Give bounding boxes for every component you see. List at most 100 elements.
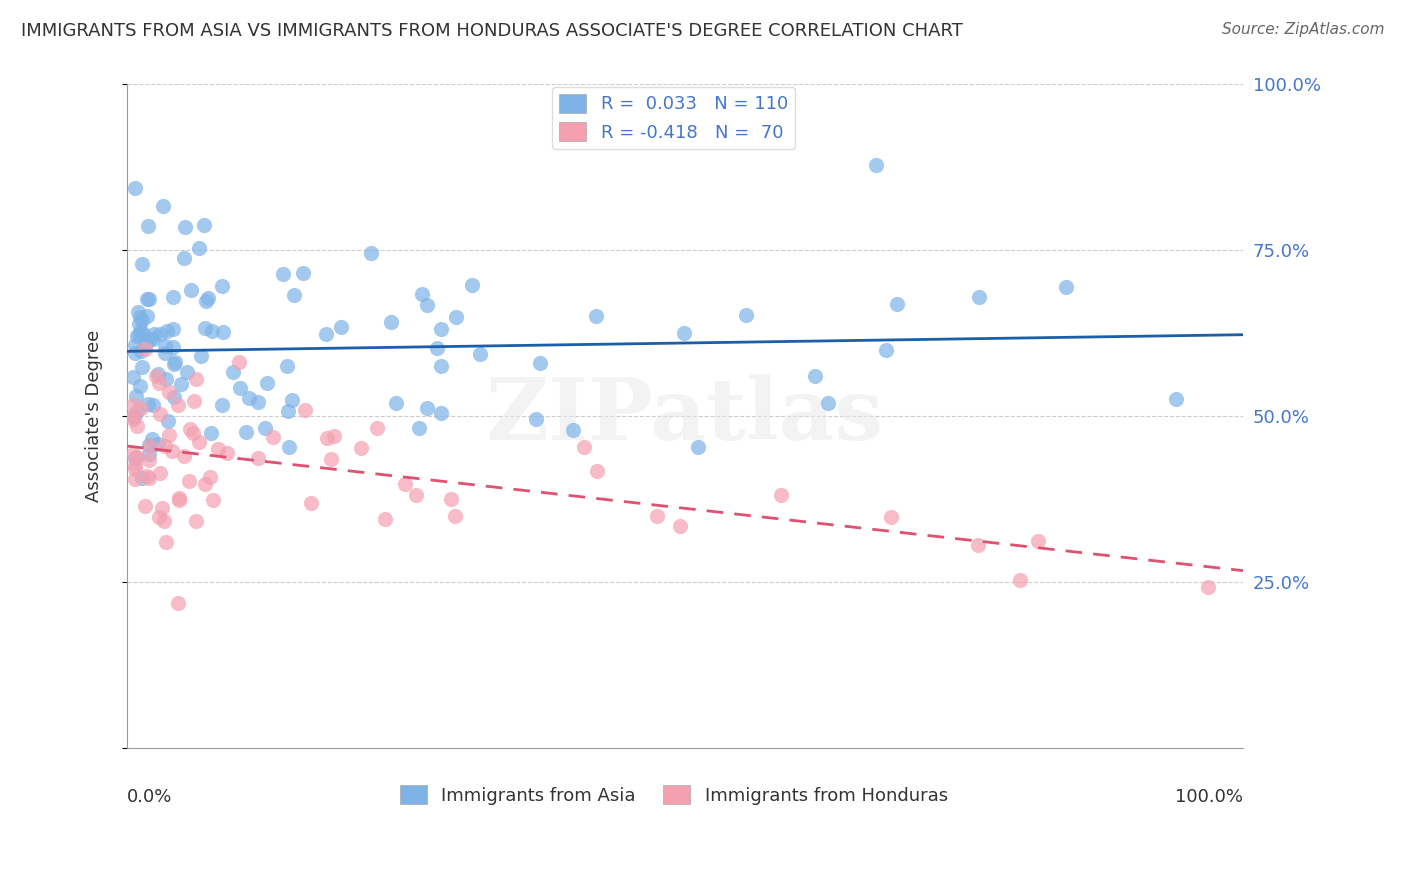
Point [524, 412, 547, 426]
Point [173, 251, 195, 265]
Point [162, 322, 184, 336]
Point [430, 407, 453, 421]
Point [394, 477, 416, 491]
Point [329, 320, 352, 334]
Point [149, 407, 172, 421]
Point [125, 450, 148, 464]
Point [271, 267, 294, 281]
Point [127, 305, 149, 319]
Point [562, 424, 585, 438]
Point [572, 440, 595, 454]
Point [150, 500, 173, 515]
Point [186, 515, 208, 529]
Point [734, 308, 756, 322]
Point [167, 491, 190, 506]
Point [426, 341, 449, 355]
Point [1197, 580, 1219, 594]
Point [129, 379, 152, 393]
Point [128, 327, 150, 342]
Point [159, 427, 181, 442]
Point [125, 389, 148, 403]
Point [1008, 573, 1031, 587]
Point [121, 409, 143, 423]
Point [197, 291, 219, 305]
Point [374, 512, 396, 526]
Text: 100.0%: 100.0% [1175, 788, 1243, 805]
Point [228, 381, 250, 395]
Point [194, 320, 217, 334]
Point [804, 368, 827, 383]
Point [201, 324, 224, 338]
Point [177, 475, 200, 489]
Point [124, 458, 146, 472]
Point [145, 368, 167, 383]
Point [124, 462, 146, 476]
Point [817, 395, 839, 409]
Point [149, 466, 172, 480]
Point [139, 332, 162, 346]
Point [440, 491, 463, 506]
Point [188, 241, 211, 255]
Point [235, 425, 257, 439]
Point [444, 508, 467, 523]
Point [142, 333, 165, 347]
Point [291, 266, 314, 280]
Point [865, 158, 887, 172]
Point [460, 277, 482, 292]
Point [669, 519, 692, 533]
Point [163, 357, 186, 371]
Point [152, 198, 174, 212]
Point [277, 404, 299, 418]
Point [408, 421, 430, 435]
Point [139, 438, 162, 452]
Point [262, 430, 284, 444]
Point [129, 401, 152, 416]
Point [134, 499, 156, 513]
Point [136, 469, 159, 483]
Point [156, 324, 179, 338]
Point [215, 446, 238, 460]
Point [966, 538, 988, 552]
Point [125, 329, 148, 343]
Point [301, 496, 323, 510]
Point [967, 290, 990, 304]
Point [136, 397, 159, 411]
Point [366, 421, 388, 435]
Point [162, 391, 184, 405]
Point [770, 488, 793, 502]
Point [246, 395, 269, 409]
Point [131, 471, 153, 485]
Point [155, 534, 177, 549]
Point [194, 476, 217, 491]
Point [163, 354, 186, 368]
Point [131, 312, 153, 326]
Point [129, 324, 152, 338]
Point [135, 292, 157, 306]
Point [156, 414, 179, 428]
Point [125, 404, 148, 418]
Point [138, 470, 160, 484]
Point [173, 449, 195, 463]
Point [127, 419, 149, 434]
Point [124, 337, 146, 351]
Point [131, 359, 153, 374]
Point [173, 219, 195, 234]
Point [256, 376, 278, 391]
Point [385, 396, 408, 410]
Point [167, 596, 190, 610]
Text: Source: ZipAtlas.com: Source: ZipAtlas.com [1222, 22, 1385, 37]
Point [193, 218, 215, 232]
Point [149, 326, 172, 341]
Point [184, 372, 207, 386]
Legend: Immigrants from Asia, Immigrants from Honduras: Immigrants from Asia, Immigrants from Ho… [392, 778, 955, 812]
Point [380, 315, 402, 329]
Point [875, 343, 897, 358]
Point [254, 420, 277, 434]
Text: IMMIGRANTS FROM ASIA VS IMMIGRANTS FROM HONDURAS ASSOCIATE'S DEGREE CORRELATION : IMMIGRANTS FROM ASIA VS IMMIGRANTS FROM … [21, 22, 963, 40]
Point [162, 444, 184, 458]
Point [122, 409, 145, 424]
Point [688, 440, 710, 454]
Point [167, 493, 190, 508]
Point [179, 422, 201, 436]
Point [124, 472, 146, 486]
